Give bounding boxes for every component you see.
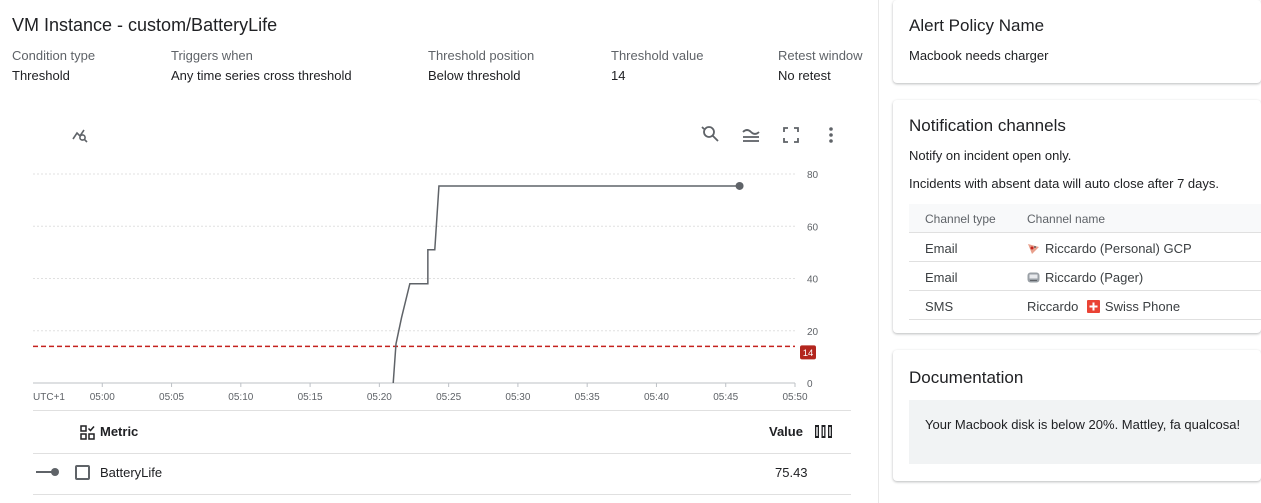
y-tick-label: 60	[807, 222, 819, 233]
x-tick-label: 05:10	[228, 392, 253, 403]
condition-type: Condition type Threshold	[12, 48, 95, 83]
x-tick-label: 05:00	[90, 392, 115, 403]
alert-policy-name: Macbook needs charger	[909, 48, 1049, 63]
channel-row[interactable]: Email Riccardo (Personal) GCP	[909, 233, 1261, 262]
series-point[interactable]	[427, 249, 429, 251]
fullscreen-icon[interactable]	[781, 125, 801, 145]
condition-type-value: Threshold	[12, 68, 70, 83]
threshold-position-label: Threshold position	[428, 48, 535, 63]
threshold-value-value: 14	[611, 68, 626, 83]
x-tick-label: 05:50	[782, 392, 807, 403]
y-tick-label: 80	[807, 170, 819, 181]
channel-name-text: Swiss Phone	[1104, 299, 1181, 314]
battery-chart[interactable]: 0 20 40 60 80 UTC+1 05:00 05:05 05:10 05:15 05:20 0…	[0, 160, 860, 410]
page-title: VM Instance - custom/BatteryLife	[12, 15, 278, 35]
series-line-batterylife[interactable]	[392, 185, 740, 384]
zoom-reset-icon[interactable]	[700, 123, 722, 145]
channel-name-cell: Riccardo (Pager)	[1027, 270, 1143, 285]
more-vert-icon[interactable]	[822, 124, 840, 146]
channel-row[interactable]: SMS Riccardo Swiss Phone	[909, 291, 1261, 320]
condition-type-label: Condition type	[12, 48, 96, 63]
series-point[interactable]	[392, 382, 394, 384]
metric-column-header[interactable]: Metric	[100, 424, 139, 439]
pager-icon	[1027, 272, 1040, 283]
channel-type-cell: SMS	[925, 299, 954, 314]
series-legend-icon	[36, 466, 60, 478]
value-column-header[interactable]: Value	[769, 424, 803, 439]
triggers-when-value: Any time series cross threshold	[171, 68, 352, 83]
alert-policy-card: Alert Policy Name Macbook needs charger	[893, 0, 1261, 83]
threshold-label: 14	[803, 348, 814, 359]
threshold-badge	[800, 345, 816, 360]
table-row-divider	[33, 494, 851, 495]
channel-name-cell: Riccardo (Personal) GCP	[1027, 241, 1192, 256]
channel-name-cell: Riccardo Swiss Phone	[1027, 299, 1180, 314]
triggers-when-label: Triggers when	[171, 48, 253, 63]
threshold-value: Threshold value 14	[611, 48, 704, 83]
channels-table: Channel type Channel name Email Riccardo…	[909, 204, 1261, 320]
retest-window-label: Retest window	[778, 48, 863, 63]
email-channel-icon	[1028, 244, 1039, 254]
x-tick-label: 05:15	[298, 392, 323, 403]
x-tick-label: 05:25	[436, 392, 461, 403]
channels-table-header: Channel type Channel name	[909, 204, 1261, 233]
metric-grid-icon	[79, 424, 95, 440]
documentation-card: Documentation Your Macbook disk is below…	[893, 350, 1261, 481]
channel-name-text: Riccardo (Pager)	[1045, 270, 1144, 285]
y-tick-label: 0	[807, 379, 813, 390]
x-tick-label: 05:05	[159, 392, 184, 403]
documentation-text: Your Macbook disk is below 20%. Mattley,…	[925, 417, 1241, 432]
metric-value-cell: 75.43	[775, 465, 808, 480]
channel-name-prefix: Riccardo	[1027, 299, 1079, 314]
x-tick-label: UTC+1	[33, 392, 65, 403]
retest-window-value: No retest	[778, 68, 831, 83]
channel-type-header: Channel type	[925, 212, 996, 226]
channel-type-cell: Email	[925, 241, 958, 256]
notification-channels-card: Notification channels Notify on incident…	[893, 100, 1261, 333]
panel-separator	[878, 0, 879, 503]
series-point[interactable]	[427, 283, 429, 285]
column-picker-icon[interactable]	[815, 424, 832, 438]
x-tick-label: 05:30	[505, 392, 530, 403]
channel-name-header: Channel name	[1027, 212, 1106, 226]
series-point[interactable]	[395, 343, 397, 345]
threshold-value-label: Threshold value	[611, 48, 704, 63]
documentation-box: Your Macbook disk is below 20%. Mattley,…	[909, 400, 1261, 464]
series-point[interactable]	[401, 317, 403, 319]
x-tick-label: 05:20	[367, 392, 392, 403]
notification-channels-title: Notification channels	[909, 116, 1066, 135]
y-tick-label: 20	[807, 327, 819, 338]
chart-panel: VM Instance - custom/BatteryLife Conditi…	[0, 15, 863, 495]
table-header-divider	[33, 453, 851, 454]
series-point[interactable]	[409, 283, 411, 285]
alert-policy-title: Alert Policy Name	[909, 16, 1045, 35]
metric-name-cell: BatteryLife	[100, 465, 163, 480]
threshold-position: Threshold position Below threshold	[428, 48, 534, 83]
x-tick-label: 05:40	[644, 392, 669, 403]
table-top-divider	[33, 410, 851, 411]
retest-window: Retest window No retest	[778, 48, 863, 83]
documentation-title: Documentation	[909, 368, 1024, 387]
swiss-flag-icon	[1086, 300, 1100, 313]
x-tick-label: 05:35	[575, 392, 600, 403]
channel-name-text: Riccardo (Personal) GCP	[1045, 241, 1192, 256]
channel-row[interactable]: Email Riccardo (Pager)	[909, 262, 1261, 291]
series-point[interactable]	[434, 249, 436, 251]
series-point[interactable]	[438, 185, 440, 187]
legend-toggle-icon[interactable]	[740, 124, 762, 146]
threshold-position-value: Below threshold	[428, 68, 521, 83]
channel-type-cell: Email	[925, 270, 958, 285]
notify-open-only-text: Notify on incident open only.	[909, 148, 1072, 163]
y-tick-label: 40	[807, 275, 819, 286]
series-end-marker[interactable]	[735, 181, 744, 190]
triggers-when: Triggers when Any time series cross thre…	[171, 48, 352, 83]
x-tick-label: 05:45	[713, 392, 738, 403]
chart-explore-icon[interactable]	[70, 125, 90, 145]
auto-close-text: Incidents with absent data will auto clo…	[909, 176, 1220, 191]
series-checkbox[interactable]	[75, 465, 90, 480]
